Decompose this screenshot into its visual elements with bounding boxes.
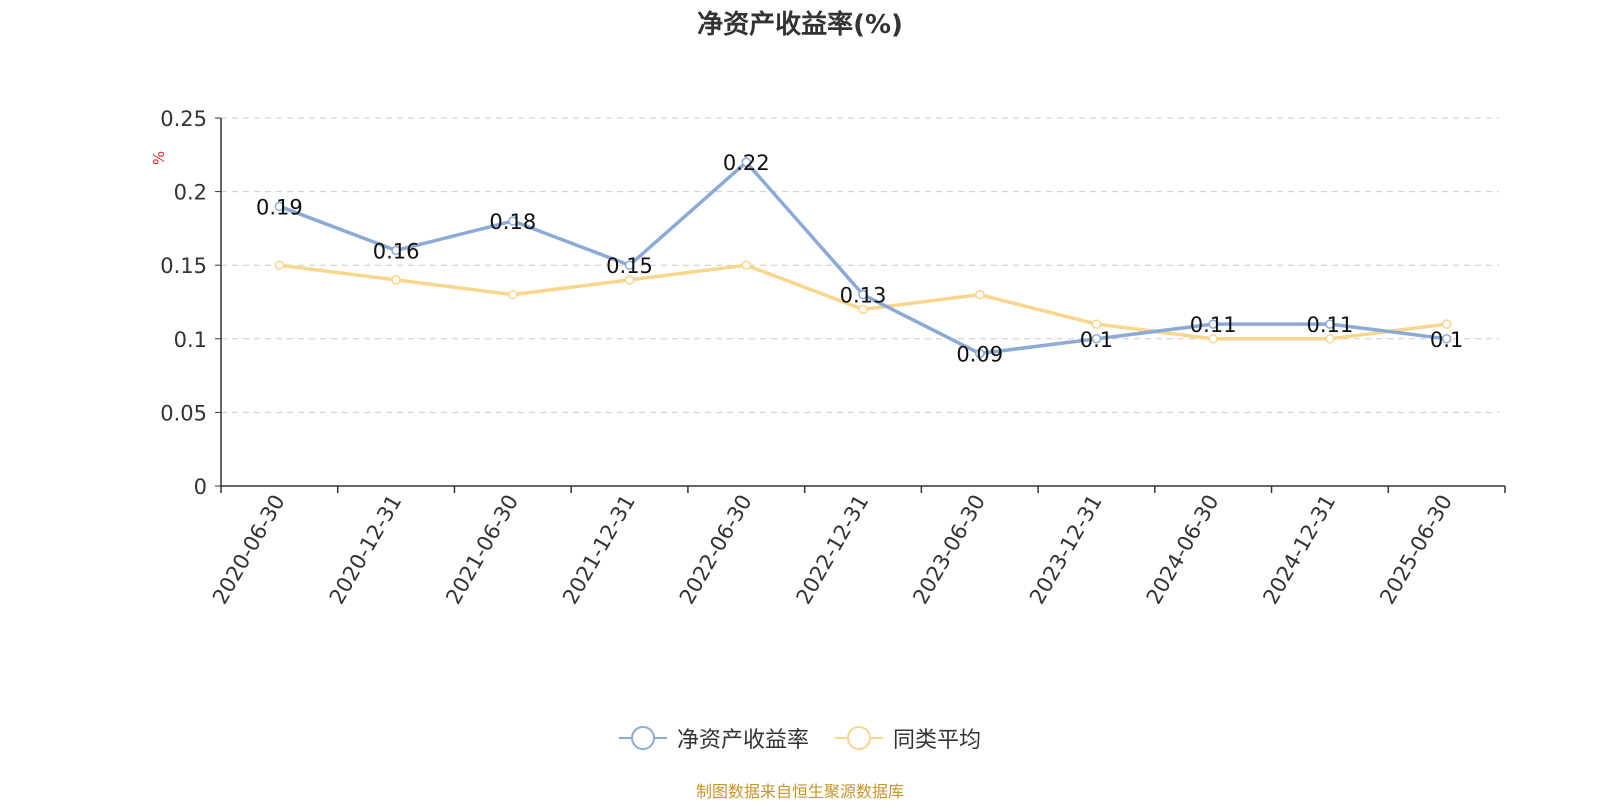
data-label: 0.11 xyxy=(1307,313,1354,337)
y-tick-label: 0.2 xyxy=(174,181,207,205)
series-1-point xyxy=(274,201,285,212)
circle-line-icon xyxy=(618,726,667,750)
x-tick-label: 2025-06-30 xyxy=(1375,491,1457,609)
series-1-point xyxy=(1325,319,1335,329)
legend: 净资产收益率 同类平均 xyxy=(0,722,1600,754)
data-label: 0.16 xyxy=(373,239,420,263)
data-label: 0.22 xyxy=(723,151,770,175)
x-tick-label: 2023-06-30 xyxy=(908,491,990,609)
y-tick-label: 0.05 xyxy=(160,401,207,425)
x-tick-label: 2022-06-30 xyxy=(675,491,757,609)
x-tick-label: 2021-06-30 xyxy=(441,491,523,609)
series-2-point xyxy=(974,289,985,300)
data-label: 0.09 xyxy=(956,343,1003,367)
x-tick-label: 2021-12-31 xyxy=(558,491,640,609)
legend-label-series-2: 同类平均 xyxy=(893,728,982,753)
legend-label-series-1: 净资产收益率 xyxy=(676,728,809,753)
source-note: 制图数据来自恒生聚源数据库 xyxy=(695,782,904,801)
circle-line-icon xyxy=(835,726,883,750)
series-1-point xyxy=(508,216,518,226)
x-tick-label: 2023-12-31 xyxy=(1025,491,1107,609)
series-1-point xyxy=(741,157,752,167)
series-1-point xyxy=(391,245,401,256)
data-label: 0.19 xyxy=(256,195,303,219)
series-2-point xyxy=(624,275,635,285)
y-tick-label: 0 xyxy=(194,475,207,499)
series-2-point xyxy=(1091,319,1102,329)
data-label: 0.13 xyxy=(840,284,887,308)
legend-item-series-2[interactable]: 同类平均 xyxy=(835,722,981,754)
x-tick-label: 2024-12-31 xyxy=(1258,491,1340,609)
series-line-1 xyxy=(278,160,1447,356)
x-tick-label: 2022-12-31 xyxy=(792,491,874,609)
data-label: 0.15 xyxy=(606,254,653,278)
series-2-point xyxy=(1325,334,1335,344)
data-label: 0.1 xyxy=(1080,328,1113,352)
series-1-point xyxy=(858,289,868,300)
series-1-point xyxy=(1441,334,1452,344)
data-label: 0.11 xyxy=(1190,313,1237,337)
series-1-point xyxy=(1091,334,1102,344)
y-tick-label: 0.1 xyxy=(174,328,207,352)
x-tick-label: 2020-12-31 xyxy=(325,491,407,609)
y-axis-unit: % xyxy=(150,151,168,165)
y-tick-label: 0.15 xyxy=(160,254,207,278)
series-2-point xyxy=(741,260,752,270)
series-2-point xyxy=(1208,334,1218,344)
x-tick-label: 2024-06-30 xyxy=(1142,491,1224,609)
data-label: 0.18 xyxy=(489,210,536,234)
data-label: 0.1 xyxy=(1430,328,1463,352)
series-2-point xyxy=(508,289,518,300)
chart-title: 净资产收益率(%) xyxy=(697,10,903,40)
y-tick-label: 0.25 xyxy=(160,107,207,131)
legend-item-series-1[interactable]: 净资产收益率 xyxy=(618,722,809,754)
series-2-point xyxy=(274,260,285,270)
series-2-point xyxy=(1441,319,1452,329)
series-1-point xyxy=(1208,319,1218,329)
x-tick-label: 2020-06-30 xyxy=(208,491,290,609)
series-1-point xyxy=(974,348,985,359)
series-1-point xyxy=(624,260,635,270)
series-2-point xyxy=(858,304,868,315)
series-2-point xyxy=(391,275,401,285)
